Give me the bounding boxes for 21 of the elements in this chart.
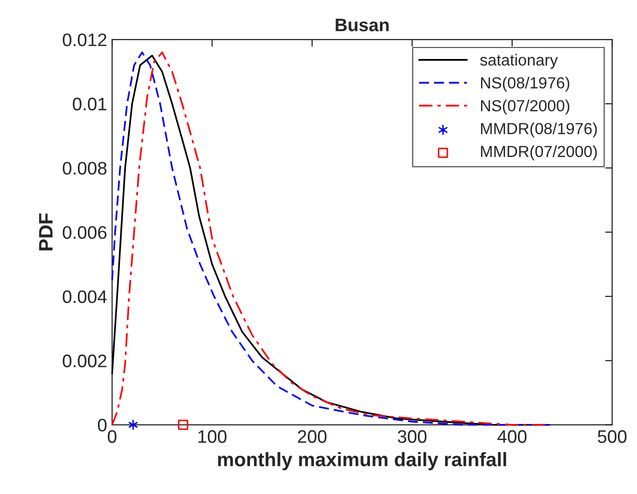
y-axis-title: PDF (39, 213, 52, 250)
y-tick-label: 0.008 (62, 162, 106, 175)
x-tick-label: 300 (398, 430, 426, 443)
y-tick-label: 0.012 (62, 33, 106, 46)
x-tick-label: 400 (498, 430, 527, 443)
chart-title: Busan (336, 18, 389, 32)
legend-label: NS(07/2000) (481, 100, 570, 115)
x-axis-title: monthly maximum daily rainfall (218, 452, 506, 470)
y-tick-label: 0.01 (72, 98, 106, 110)
y-tick-label: 0.004 (62, 290, 107, 304)
x-tick-label: 200 (298, 430, 326, 443)
legend-label: satationary (480, 54, 558, 69)
y-tick-label: 0 (98, 418, 107, 432)
x-tick-label: 500 (598, 430, 627, 443)
legend-label: NS(08/1976) (481, 76, 570, 92)
legend-label: MMDR(07/2000) (481, 145, 597, 160)
legend-label: MMDR(08/1976) (481, 122, 597, 138)
x-tick-label: 0 (108, 430, 116, 443)
x-tick-label: 100 (198, 430, 226, 443)
y-tick-label: 0.002 (62, 354, 106, 368)
y-tick-label: 0.006 (62, 226, 106, 239)
